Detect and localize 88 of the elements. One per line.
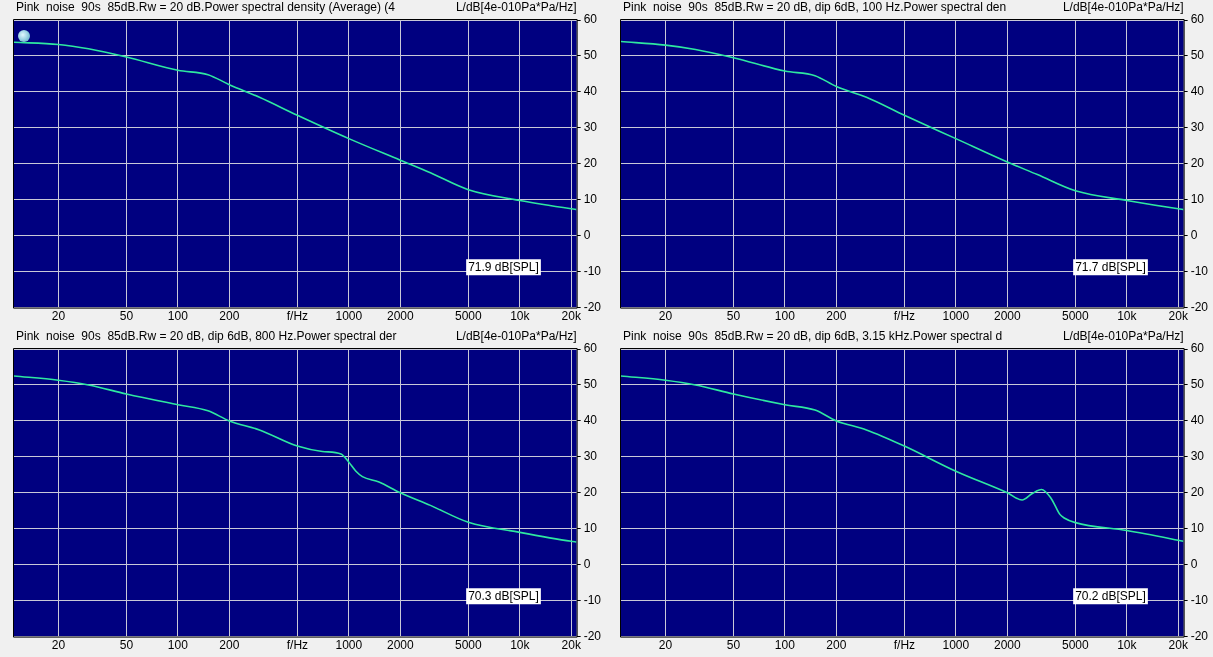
y-tick-label: 30 (1190, 120, 1205, 135)
x-tick-label: 20k (561, 638, 582, 653)
x-tick-label: 5000 (455, 309, 483, 324)
y-tick-label: 20 (583, 485, 598, 500)
y-tick-label: 30 (583, 449, 598, 464)
y-tick-label: -20 (1190, 299, 1209, 314)
y-tick-label: 20 (1190, 485, 1205, 500)
y-tick-label: -10 (583, 592, 602, 607)
x-tick-label: 20 (658, 309, 673, 324)
y-tick-label: 40 (583, 84, 598, 99)
x-tick-label: 100 (774, 309, 796, 324)
x-tick-label: 50 (726, 638, 741, 653)
chart-title: Pink noise 90s 85dB.Rw = 20 dB, dip 6dB, 3.15 kHz.Power spectral d (623, 329, 1003, 344)
y-axis-title: L/dB[4e-010Pa*Pa/Hz] (455, 329, 577, 344)
x-tick-label: 10k (1117, 638, 1138, 653)
annotation: 70.2 dB[SPL] (1075, 588, 1146, 603)
y-tick-label: 30 (1190, 449, 1205, 464)
y-tick-label: 20 (583, 156, 598, 171)
y-tick-label: 50 (583, 377, 598, 392)
y-tick-label: -10 (1190, 592, 1209, 607)
y-tick-label: 40 (583, 413, 598, 428)
x-tick-label: 100 (774, 638, 796, 653)
y-tick-label: 20 (1190, 156, 1205, 171)
y-tick-label: 50 (1190, 48, 1205, 63)
x-tick-label: 20k (1168, 309, 1189, 324)
y-tick-label: -20 (1190, 628, 1209, 643)
x-tick-label: 5000 (1062, 309, 1090, 324)
x-tick-label: 20 (658, 638, 673, 653)
x-tick-label: 2000 (993, 309, 1021, 324)
x-tick-label: f/Hz (286, 309, 309, 324)
x-tick-label: 5000 (1062, 638, 1090, 653)
x-tick-label: 100 (167, 309, 189, 324)
y-tick-label: 30 (583, 120, 598, 135)
x-tick-label: 50 (726, 309, 741, 324)
y-tick-label: 50 (1190, 377, 1205, 392)
y-tick-label: -10 (1190, 263, 1209, 278)
x-tick-label: 20k (1168, 638, 1189, 653)
x-tick-label: 10k (510, 309, 531, 324)
x-tick-label: 10k (510, 638, 531, 653)
y-tick-label: 0 (583, 557, 591, 572)
x-tick-label: 20 (51, 638, 66, 653)
y-tick-label: 50 (583, 48, 598, 63)
x-tick-label: 1000 (335, 638, 363, 653)
y-tick-label: 60 (1190, 12, 1205, 27)
x-tick-label: 200 (219, 309, 240, 324)
x-tick-label: 200 (826, 638, 847, 653)
x-tick-label: f/Hz (893, 638, 916, 653)
y-tick-label: -10 (583, 263, 602, 278)
x-tick-label: 20 (51, 309, 66, 324)
x-tick-label: 2000 (386, 309, 414, 324)
y-tick-label: -20 (583, 628, 602, 643)
y-axis-title: L/dB[4e-010Pa*Pa/Hz] (1062, 329, 1184, 344)
annotation: 71.7 dB[SPL] (1075, 259, 1146, 274)
y-tick-label: 0 (1190, 557, 1198, 572)
x-tick-label: 50 (119, 638, 134, 653)
x-tick-label: f/Hz (286, 638, 309, 653)
y-tick-label: 60 (583, 341, 598, 356)
y-tick-label: -20 (583, 299, 602, 314)
y-tick-label: 40 (1190, 413, 1205, 428)
x-tick-label: 1000 (942, 309, 970, 324)
chart-title: Pink noise 90s 85dB.Rw = 20 dB, dip 6dB, 800 Hz.Power spectral der (16, 329, 397, 344)
chart-title: Pink noise 90s 85dB.Rw = 20 dB.Power spectral density (Average) (4 (16, 0, 396, 15)
annotation: 71.9 dB[SPL] (468, 259, 539, 274)
y-tick-label: 10 (1190, 521, 1205, 536)
y-axis-title: L/dB[4e-010Pa*Pa/Hz] (455, 0, 577, 15)
x-tick-label: 50 (119, 309, 134, 324)
y-tick-label: 10 (1190, 192, 1205, 207)
x-tick-label: 2000 (386, 638, 414, 653)
y-tick-label: 60 (1190, 341, 1205, 356)
y-tick-label: 10 (583, 521, 598, 536)
x-tick-label: 100 (167, 638, 189, 653)
x-tick-label: 1000 (335, 309, 363, 324)
x-tick-label: 200 (826, 309, 847, 324)
x-tick-label: f/Hz (893, 309, 916, 324)
y-tick-label: 0 (1190, 228, 1198, 243)
y-tick-label: 40 (1190, 84, 1205, 99)
x-tick-label: 2000 (993, 638, 1021, 653)
x-tick-label: 20k (561, 309, 582, 324)
x-tick-label: 1000 (942, 638, 970, 653)
x-tick-label: 10k (1117, 309, 1138, 324)
y-tick-label: 0 (583, 228, 591, 243)
y-tick-label: 10 (583, 192, 598, 207)
chart-title: Pink noise 90s 85dB.Rw = 20 dB, dip 6dB, 100 Hz.Power spectral den (623, 0, 1007, 15)
x-tick-label: 200 (219, 638, 240, 653)
annotation: 70.3 dB[SPL] (468, 588, 539, 603)
x-tick-label: 5000 (455, 638, 483, 653)
y-tick-label: 60 (583, 12, 598, 27)
y-axis-title: L/dB[4e-010Pa*Pa/Hz] (1062, 0, 1184, 15)
